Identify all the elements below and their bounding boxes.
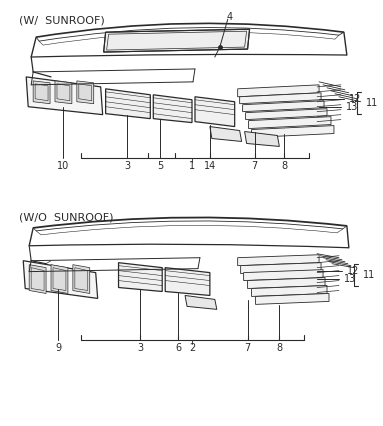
Polygon shape [252,126,334,138]
Text: 12: 12 [349,94,361,104]
Text: 11: 11 [366,98,378,108]
Polygon shape [241,263,321,273]
Polygon shape [246,109,327,120]
Text: (W/O  SUNROOF): (W/O SUNROOF) [19,213,114,223]
Polygon shape [104,29,250,52]
Polygon shape [26,77,103,115]
Text: 3: 3 [124,161,131,171]
Polygon shape [245,132,279,147]
Polygon shape [238,255,319,266]
Polygon shape [118,263,162,291]
Polygon shape [33,81,50,104]
Polygon shape [153,95,192,123]
Text: 14: 14 [204,161,216,171]
Polygon shape [255,294,329,305]
Text: 13: 13 [346,102,358,112]
Text: 10: 10 [57,161,69,171]
Text: 8: 8 [276,343,282,353]
Polygon shape [73,265,90,294]
Text: 7: 7 [251,161,258,171]
Polygon shape [51,265,68,294]
Text: 3: 3 [137,343,144,353]
Polygon shape [240,93,321,104]
Text: 5: 5 [157,161,164,171]
Text: 8: 8 [281,161,287,171]
Polygon shape [242,101,324,112]
Polygon shape [106,89,150,118]
Polygon shape [77,81,94,104]
Text: 9: 9 [55,343,61,353]
Polygon shape [247,278,325,288]
Text: 1: 1 [189,161,195,171]
Text: 4: 4 [227,12,233,22]
Polygon shape [238,85,319,97]
Text: 7: 7 [244,343,251,353]
Text: 6: 6 [175,343,181,353]
Polygon shape [165,268,210,296]
Text: 13: 13 [344,273,356,284]
Polygon shape [29,265,46,294]
Text: 2: 2 [189,343,195,353]
Text: 11: 11 [363,270,375,279]
Polygon shape [185,296,217,309]
Polygon shape [23,261,98,299]
Polygon shape [55,81,72,104]
Polygon shape [210,127,242,141]
Polygon shape [195,97,235,127]
Polygon shape [244,270,323,281]
Polygon shape [249,117,331,129]
Text: (W/  SUNROOF): (W/ SUNROOF) [19,15,105,25]
Text: 12: 12 [347,266,359,276]
Polygon shape [252,285,327,296]
